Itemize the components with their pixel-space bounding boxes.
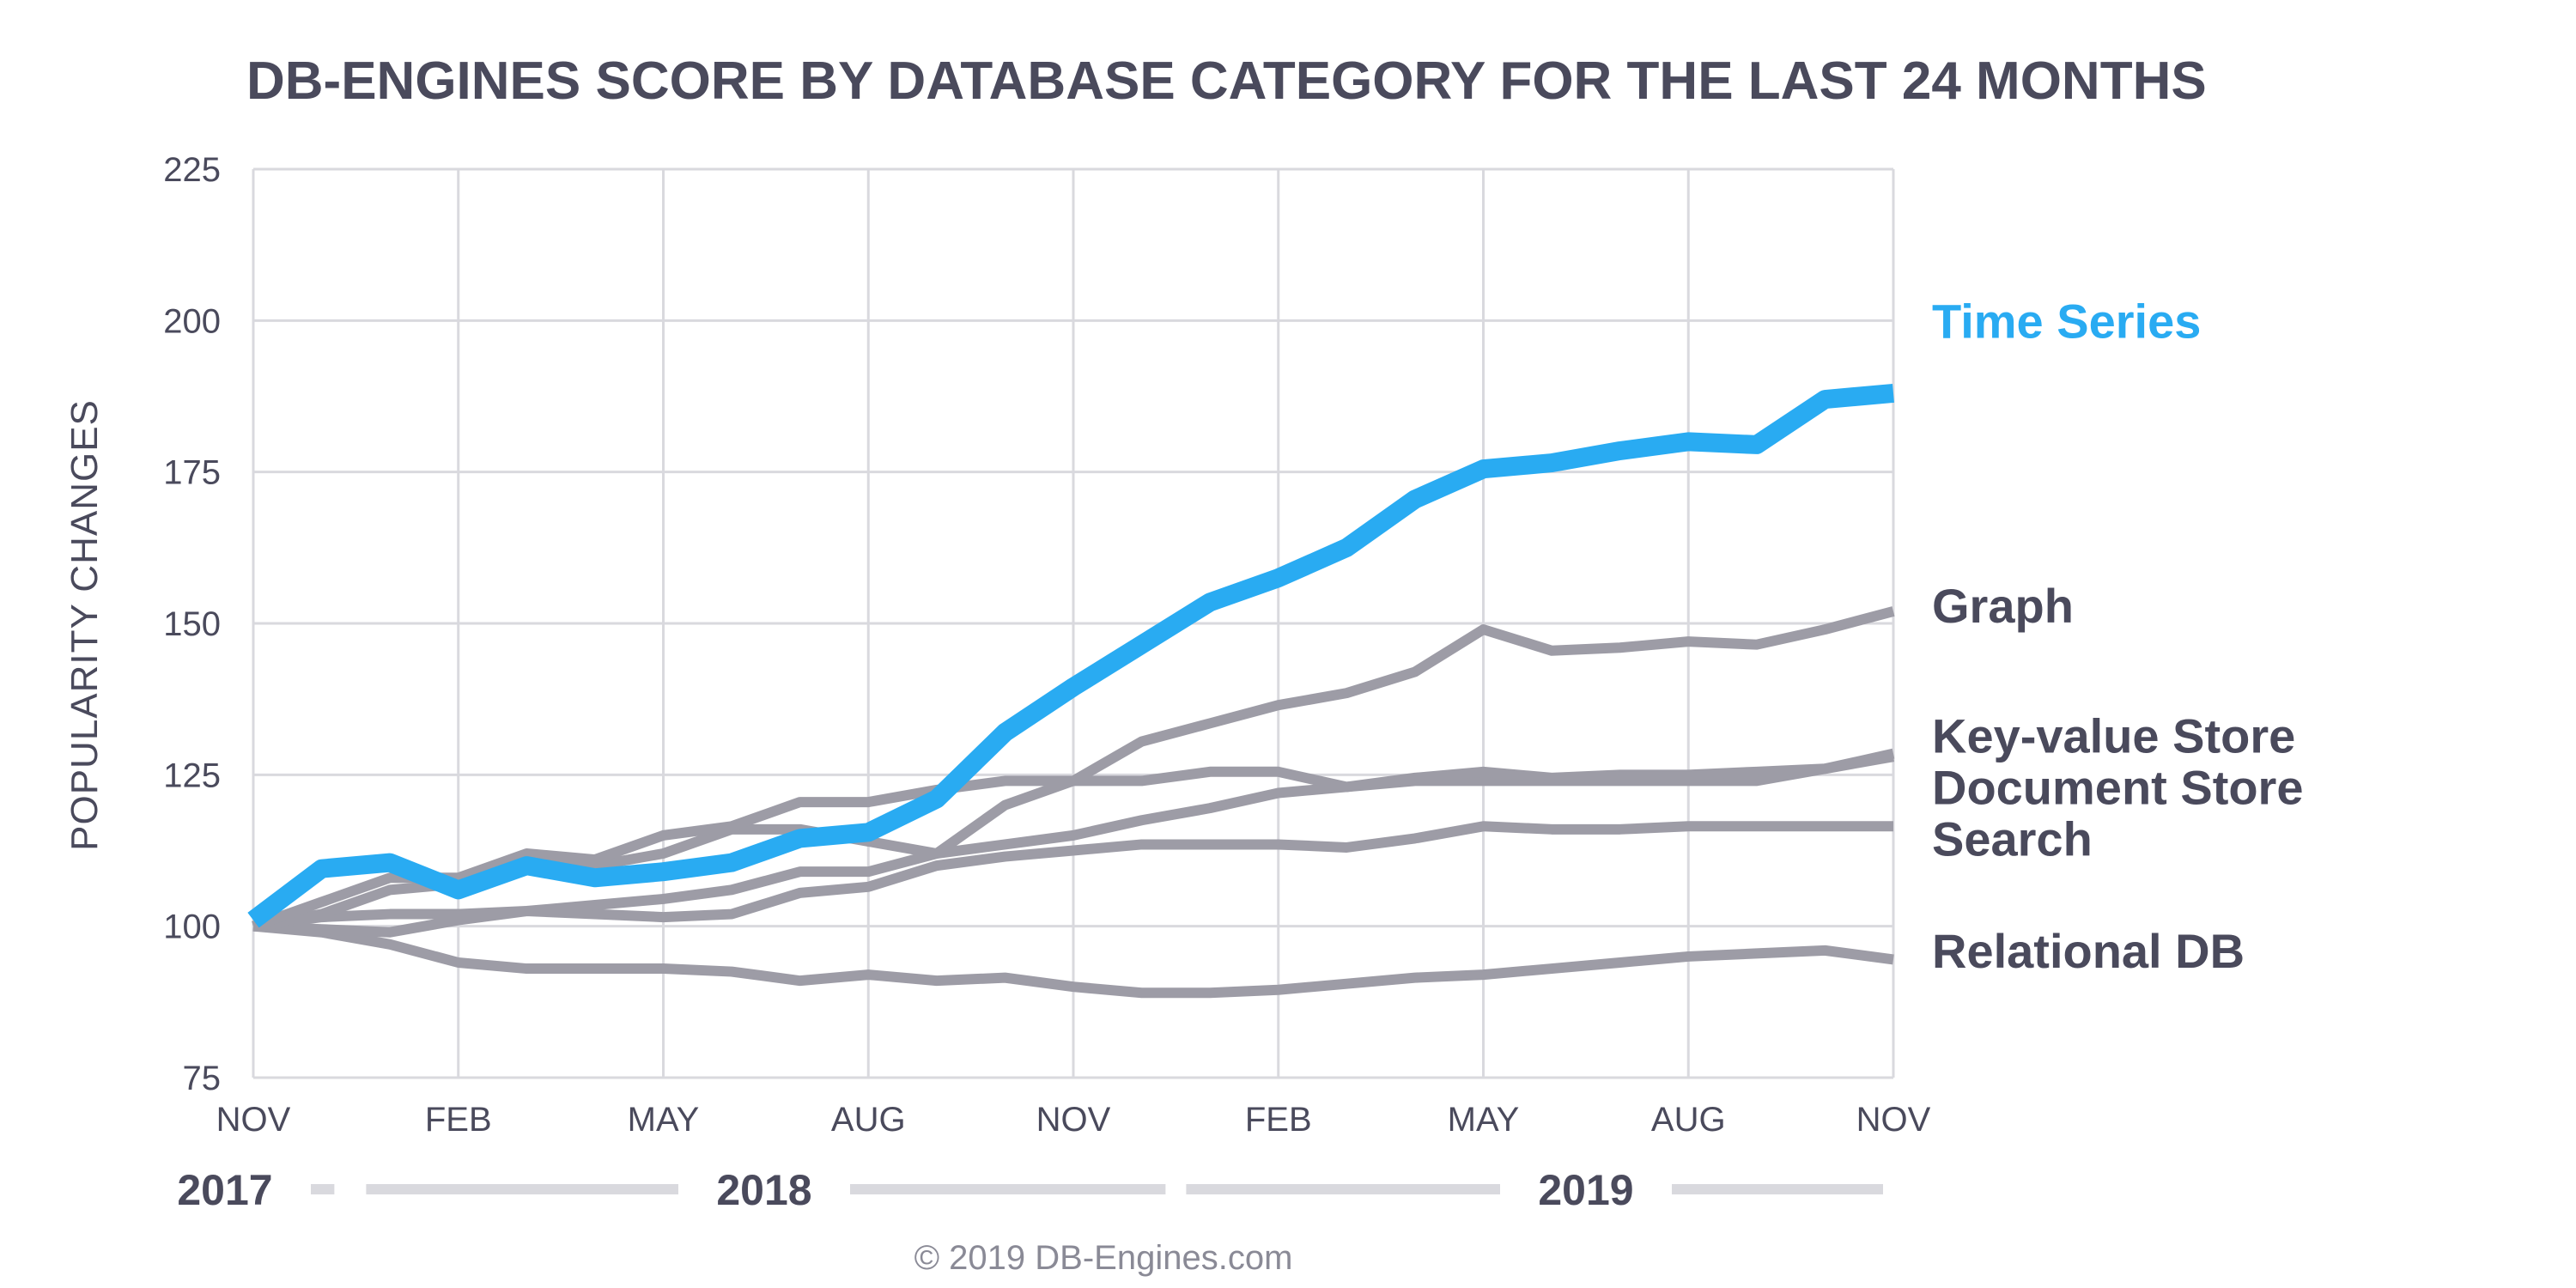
y-tick-label: 175 [163, 454, 221, 492]
y-tick-label: 200 [163, 302, 221, 340]
y-tick-label: 150 [163, 605, 221, 643]
series-label-key-value-store: Key-value Store [1932, 708, 2295, 762]
series-label-relational-db: Relational DB [1932, 924, 2245, 978]
y-tick-label: 100 [163, 908, 221, 946]
x-tick-label: NOV [216, 1101, 291, 1139]
series-line-document-store [252, 748, 1895, 932]
x-tick-label: MAY [1448, 1101, 1520, 1139]
x-tick-label: NOV [1856, 1101, 1931, 1139]
x-tick-label: AUG [1651, 1101, 1726, 1139]
x-tick-label: FEB [1245, 1101, 1312, 1139]
y-axis-label: POPULARITY CHANGES [64, 399, 106, 851]
series-layer [247, 384, 1895, 999]
copyright-credit: © 2019 DB-Engines.com [914, 1239, 1293, 1277]
x-tick-label: AUG [831, 1101, 906, 1139]
series-line-time-series [247, 384, 1894, 928]
x-tick-label: FEB [425, 1101, 492, 1139]
chart-title: DB-ENGINES SCORE BY DATABASE CATEGORY FO… [246, 52, 2207, 111]
x-tick-label: NOV [1036, 1101, 1111, 1139]
year-label: 2019 [1538, 1166, 1633, 1214]
series-line-relational-db [252, 920, 1894, 999]
y-tick-label: 75 [183, 1060, 222, 1097]
y-tick-label: 225 [163, 151, 221, 189]
year-label: 2018 [716, 1166, 811, 1214]
series-label-time-series: Time Series [1932, 294, 2201, 348]
series-line-graph [251, 606, 1895, 932]
y-tick-label: 125 [163, 756, 221, 794]
x-tick-label: MAY [628, 1101, 700, 1139]
series-label-document-store: Document Store [1932, 760, 2304, 814]
year-axis: 2017 2018 2019 [177, 1166, 1883, 1214]
series-label-search: Search [1932, 811, 2093, 866]
series-label-graph: Graph [1932, 579, 2074, 633]
year-label: 2017 [177, 1166, 272, 1214]
